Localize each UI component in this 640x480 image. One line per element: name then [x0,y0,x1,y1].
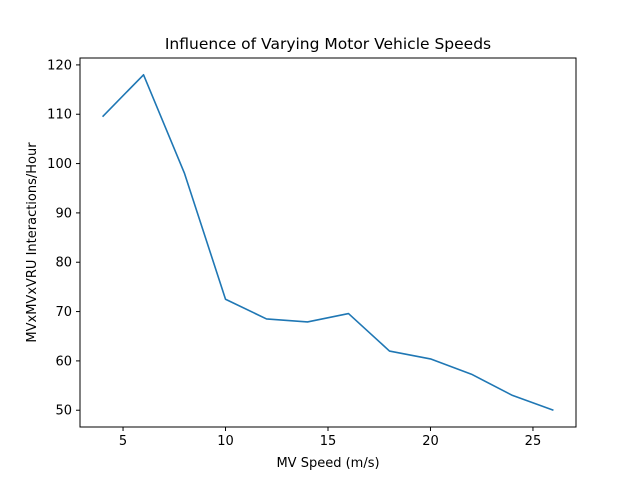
x-tick-label: 20 [422,434,439,449]
x-tick-label: 5 [119,434,127,449]
x-axis-label: MV Speed (m/s) [276,456,379,471]
x-tick-label: 25 [525,434,542,449]
x-tick-label: 10 [217,434,234,449]
series-line [101,73,554,411]
chart-title: Influence of Varying Motor Vehicle Speed… [165,35,491,53]
y-tick-label: 110 [47,108,72,123]
y-tick-label: 100 [47,157,72,172]
y-tick-label: 120 [47,58,72,73]
y-tick-label: 70 [55,305,72,320]
x-tick-label: 15 [320,434,337,449]
y-axis-label: MVxMVxVRU Interactions/Hour [25,142,40,343]
y-tick-label: 50 [55,404,72,419]
plot-frame [79,57,577,428]
y-tick-label: 80 [55,256,72,271]
y-tick-label: 60 [55,354,72,369]
y-tick-label: 90 [55,206,72,221]
